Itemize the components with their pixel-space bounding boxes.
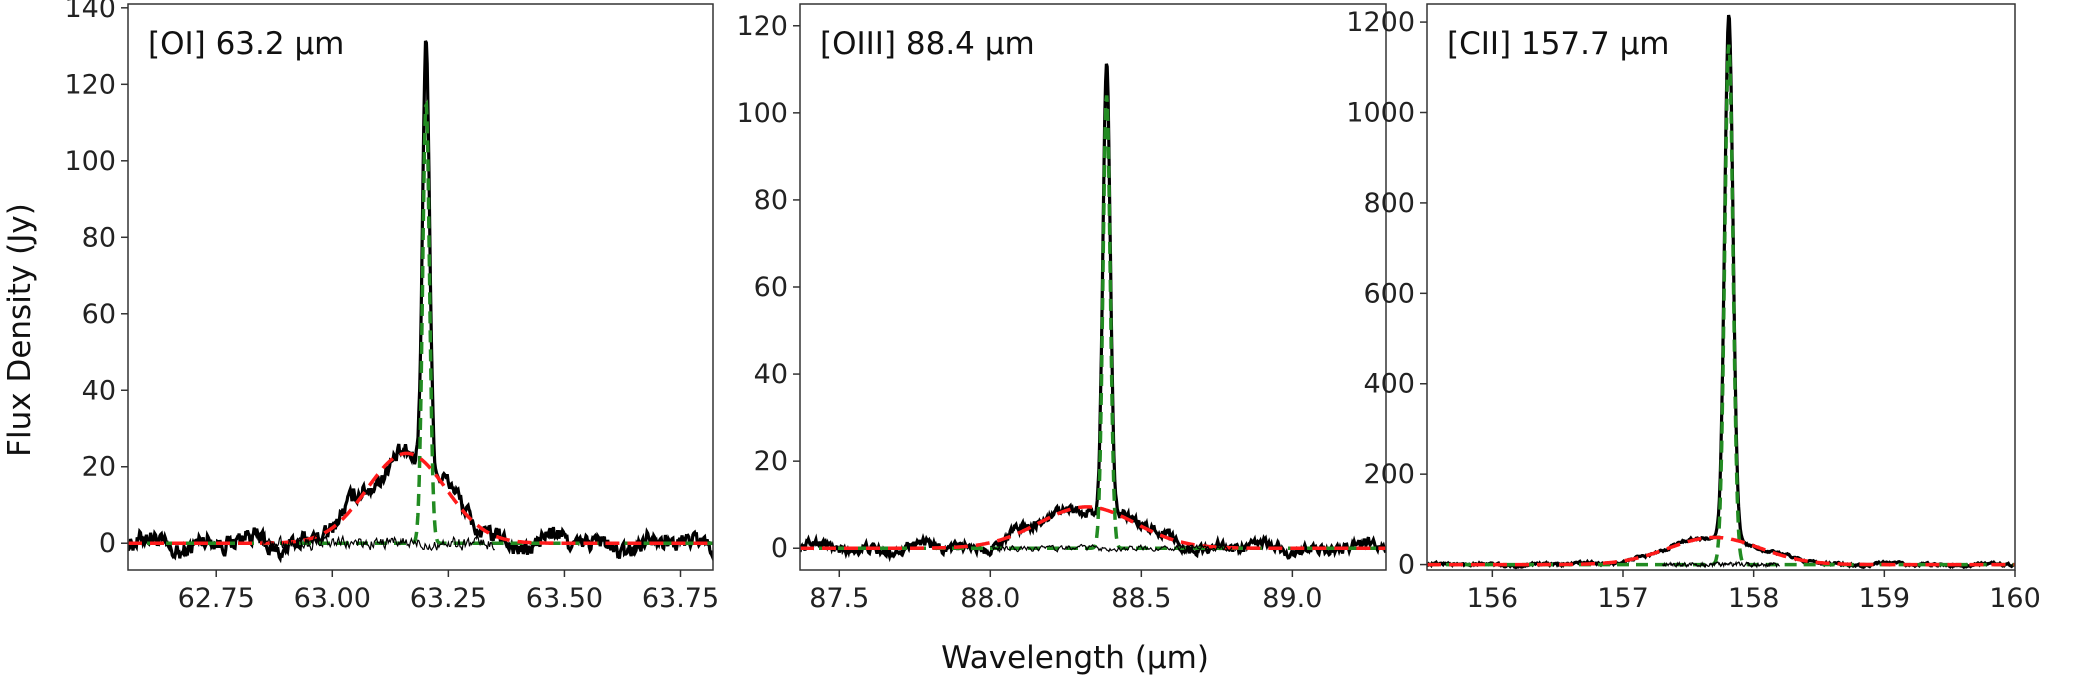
x-tick-label: 87.5 bbox=[809, 583, 869, 614]
panel-oi-63: 62.75 63.00 63.25 63.50 63.75 0 20 40 60 80 100 120… bbox=[64, 0, 719, 614]
residual-line bbox=[262, 533, 495, 552]
y-tick-label: 100 bbox=[736, 98, 788, 129]
y-tick-label: 600 bbox=[1363, 278, 1415, 309]
y-tick-label: 140 bbox=[64, 0, 116, 24]
x-tick-label: 63.50 bbox=[526, 583, 603, 614]
x-tick-label: 88.5 bbox=[1111, 583, 1171, 614]
plot-frame bbox=[1426, 3, 2016, 571]
plot-area bbox=[800, 63, 1386, 563]
y-tick-label: 40 bbox=[82, 375, 116, 406]
x-tick-label: 88.0 bbox=[960, 583, 1020, 614]
narrow-component-fit-line bbox=[1427, 44, 2015, 567]
x-tick-label: 159 bbox=[1859, 583, 1911, 614]
y-tick-label: 80 bbox=[82, 222, 116, 253]
plot-frame bbox=[127, 3, 714, 571]
residual-line bbox=[990, 543, 1233, 553]
y-tick-label: 400 bbox=[1363, 369, 1415, 400]
y-tick-label: 0 bbox=[771, 533, 788, 564]
observed-spectrum-line bbox=[800, 63, 1386, 563]
y-tick-label: 40 bbox=[754, 359, 788, 390]
x-tick-label: 157 bbox=[1597, 583, 1649, 614]
plot-area bbox=[1427, 14, 2015, 570]
panel-title: [CII] 157.7 μm bbox=[1447, 26, 1670, 62]
panel-oiii-88: 87.5 88.0 88.5 89.0 0 20 40 60 80 100 120 [OIII] 88… bbox=[736, 3, 1387, 614]
residual-line bbox=[1662, 560, 1781, 569]
x-tick-label: 160 bbox=[1989, 583, 2041, 614]
panel-title: [OI] 63.2 μm bbox=[148, 26, 344, 62]
y-tick-label: 80 bbox=[754, 185, 788, 216]
x-tick-label: 156 bbox=[1467, 583, 1519, 614]
panel-cii-158: 156 157 158 159 160 0 200 400 600 800 1000 1200 [CII… bbox=[1346, 3, 2041, 614]
plot-frame bbox=[799, 3, 1387, 571]
narrow-component-fit-line bbox=[800, 95, 1386, 550]
y-tick-label: 20 bbox=[82, 452, 116, 483]
x-tick-label: 63.75 bbox=[642, 583, 719, 614]
x-tick-label: 89.0 bbox=[1262, 583, 1322, 614]
y-tick-label: 120 bbox=[64, 69, 116, 100]
x-tick-label: 63.25 bbox=[410, 583, 487, 614]
broad-component-fit-line bbox=[1427, 535, 2015, 567]
y-axis-title: Flux Density (Jy) bbox=[2, 203, 38, 457]
y-tick-label: 0 bbox=[99, 528, 116, 559]
y-tick-label: 100 bbox=[64, 146, 116, 177]
y-tick-label: 60 bbox=[82, 299, 116, 330]
x-tick-label: 158 bbox=[1728, 583, 1780, 614]
broad-component-fit-line bbox=[800, 505, 1386, 550]
y-tick-label: 800 bbox=[1363, 188, 1415, 219]
plot-area bbox=[128, 40, 713, 564]
x-axis-title: Wavelength (μm) bbox=[941, 640, 1209, 676]
panel-title: [OIII] 88.4 μm bbox=[820, 26, 1035, 62]
y-tick-label: 0 bbox=[1398, 550, 1415, 581]
y-tick-label: 1200 bbox=[1346, 7, 1415, 38]
y-tick-label: 60 bbox=[754, 272, 788, 303]
y-tick-label: 20 bbox=[754, 446, 788, 477]
x-tick-label: 63.00 bbox=[294, 583, 371, 614]
y-tick-label: 1000 bbox=[1346, 97, 1415, 128]
narrow-component-fit-line bbox=[128, 99, 713, 545]
y-tick-label: 200 bbox=[1363, 459, 1415, 490]
x-tick-label: 62.75 bbox=[178, 583, 255, 614]
y-tick-label: 120 bbox=[736, 11, 788, 42]
broad-component-fit-line bbox=[128, 451, 713, 545]
